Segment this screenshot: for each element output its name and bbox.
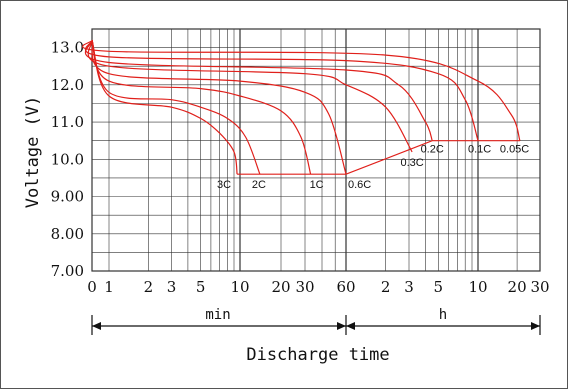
y-tick-label: 7.00 bbox=[51, 262, 84, 280]
x-tick-label: 10 bbox=[230, 278, 249, 296]
series-label: 2C bbox=[252, 179, 266, 191]
series-lines bbox=[82, 39, 521, 175]
x-tick-label: 2 bbox=[144, 278, 154, 296]
series-label: 0.1C bbox=[468, 144, 491, 156]
y-tick-label: 13.0 bbox=[51, 39, 84, 57]
x-tick-label: 10 bbox=[468, 278, 487, 296]
x-tick-label: 5 bbox=[196, 278, 206, 296]
series-line-3C bbox=[91, 40, 238, 175]
series-line-0p6C bbox=[91, 39, 347, 175]
x-tick-label: 1 bbox=[104, 278, 114, 296]
unit-min-label: min bbox=[205, 307, 230, 323]
x-axis-title: Discharge time bbox=[246, 345, 389, 365]
series-line-0p1C bbox=[84, 39, 479, 141]
unit-arrows: min h bbox=[91, 307, 541, 335]
cutoff-voltage-line bbox=[237, 140, 520, 175]
series-labels: 3C 2C 1C 0.6C 0.3C0.2C 0.1C 0.05C bbox=[217, 144, 529, 192]
series-line-1C bbox=[91, 39, 312, 175]
x-tick-label: 2 bbox=[381, 278, 391, 296]
series-label: 0.05C bbox=[500, 144, 529, 156]
y-axis-ticks: 13.0 12.0 11.0 10.0 9.00 8.00 7.00 bbox=[51, 39, 84, 280]
y-tick-label: 9.00 bbox=[51, 188, 84, 206]
series-line-0p2C bbox=[84, 39, 433, 141]
series-line-0p05C bbox=[82, 39, 521, 141]
x-tick-label: 60 bbox=[336, 278, 355, 296]
x-axis-ticks: 0 1 2 3 5 10 20 30 60 2 3 5 10 20 30 bbox=[87, 278, 549, 296]
x-tick-label: 3 bbox=[404, 278, 414, 296]
y-axis-title: Voltage (V) bbox=[23, 96, 43, 209]
y-tick-label: 11.0 bbox=[51, 113, 84, 131]
x-tick-label: 5 bbox=[434, 278, 444, 296]
plot-border bbox=[91, 28, 541, 272]
series-label: 0.2C bbox=[421, 144, 444, 156]
x-tick-label: 20 bbox=[271, 278, 290, 296]
y-tick-label: 8.00 bbox=[51, 225, 84, 243]
unit-h-label: h bbox=[439, 307, 447, 323]
x-tick-label: 30 bbox=[530, 278, 549, 296]
series-line-0p3C bbox=[87, 39, 413, 153]
x-tick-label: 3 bbox=[167, 278, 177, 296]
x-tick-label: 20 bbox=[508, 278, 527, 296]
arrow-h-right bbox=[531, 322, 540, 330]
arrow-min-left bbox=[92, 322, 101, 330]
arrow-h-left bbox=[346, 322, 355, 330]
x-tick-label: 30 bbox=[295, 278, 314, 296]
series-line-2C bbox=[91, 40, 261, 175]
series-label: 0.6C bbox=[348, 179, 371, 191]
x-tick-label: 0 bbox=[87, 278, 97, 296]
y-tick-label: 10.0 bbox=[51, 150, 84, 168]
y-tick-label: 12.0 bbox=[51, 76, 84, 94]
arrow-min-right bbox=[337, 322, 346, 330]
series-label: 3C bbox=[217, 179, 231, 191]
series-label: 1C bbox=[310, 179, 324, 191]
series-label: 0.3C bbox=[400, 157, 423, 169]
